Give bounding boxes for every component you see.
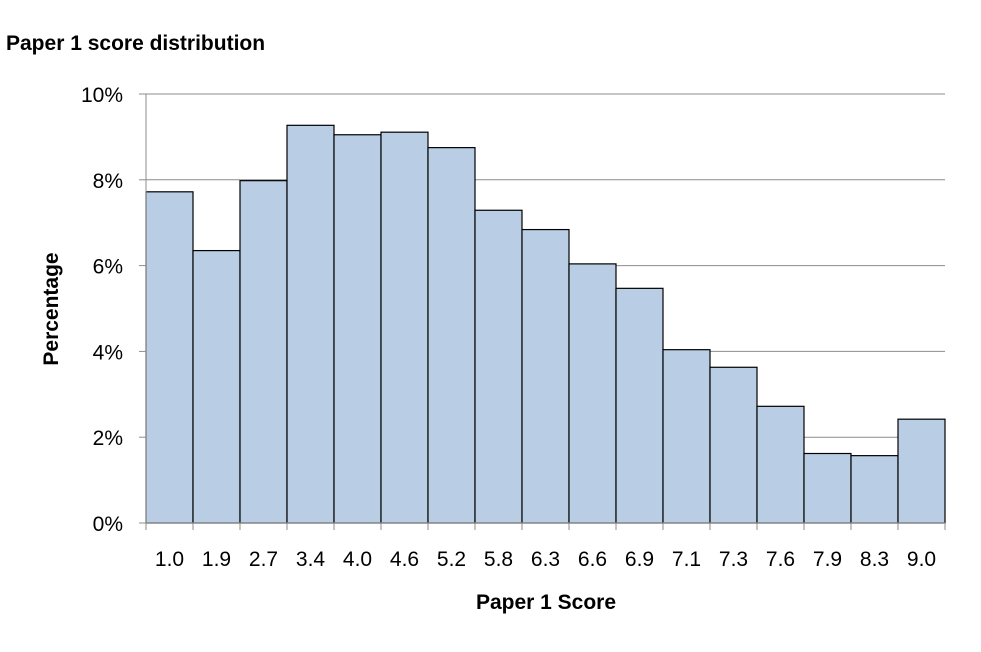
- bar-9.0: [897, 418, 946, 524]
- x-tick-label: 7.1: [672, 548, 701, 571]
- bar-5.8: [474, 209, 523, 524]
- x-tick-label: 6.3: [531, 548, 560, 571]
- bar-2.7: [239, 180, 288, 524]
- x-tick-label: 7.9: [813, 548, 842, 571]
- x-tick-label: 7.6: [766, 548, 795, 571]
- bar-1.0: [145, 191, 194, 524]
- bar-7.1: [662, 349, 711, 524]
- x-tick-label: 6.9: [625, 548, 654, 571]
- bar-7.9: [803, 452, 852, 524]
- x-axis-label: Paper 1 Score: [476, 591, 616, 614]
- y-tick-label: 4%: [93, 341, 123, 364]
- x-tick-label: 1.0: [155, 548, 184, 571]
- x-tick-label: 2.7: [249, 548, 278, 571]
- y-tick-label: 10%: [81, 84, 123, 107]
- bar-1.9: [192, 249, 241, 524]
- chart-title: Paper 1 score distribution: [6, 32, 266, 55]
- y-tick-label: 0%: [93, 513, 123, 536]
- x-tick-label: 1.9: [202, 548, 231, 571]
- y-tick-label: 2%: [93, 427, 123, 450]
- x-tick-label: 6.6: [578, 548, 607, 571]
- y-tick-labels: 0% 2% 4% 6% 8% 10%: [81, 84, 123, 536]
- bar-4.6: [380, 131, 429, 524]
- bar-6.3: [521, 228, 570, 524]
- x-tick-label: 4.6: [390, 548, 419, 571]
- bar-7.3: [709, 366, 758, 524]
- bar-5.2: [427, 147, 476, 524]
- bar-3.4: [286, 124, 335, 524]
- bar-6.6: [568, 263, 617, 524]
- x-tick-labels: 1.0 1.9 2.7 3.4 4.0 4.6 5.2 5.8 6.3 6.6 6.9 7.1 7.3 7…: [155, 548, 936, 571]
- x-tick-label: 7.3: [719, 548, 748, 571]
- y-axis-label: Percentage: [40, 252, 63, 365]
- x-tick-label: 4.0: [343, 548, 372, 571]
- x-tick-label: 5.8: [484, 548, 513, 571]
- x-tick-label: 5.2: [437, 548, 466, 571]
- x-tick-label: 8.3: [860, 548, 889, 571]
- y-tick-label: 8%: [93, 170, 123, 193]
- bar-8.3: [850, 455, 899, 524]
- y-tick-label: 6%: [93, 256, 123, 279]
- axes: [139, 93, 946, 530]
- bar-4.0: [333, 134, 382, 524]
- bars: [145, 124, 946, 524]
- bar-7.6: [756, 405, 805, 524]
- x-tick-label: 9.0: [907, 548, 936, 571]
- x-tick-label: 3.4: [296, 548, 326, 571]
- bar-6.9: [615, 287, 664, 524]
